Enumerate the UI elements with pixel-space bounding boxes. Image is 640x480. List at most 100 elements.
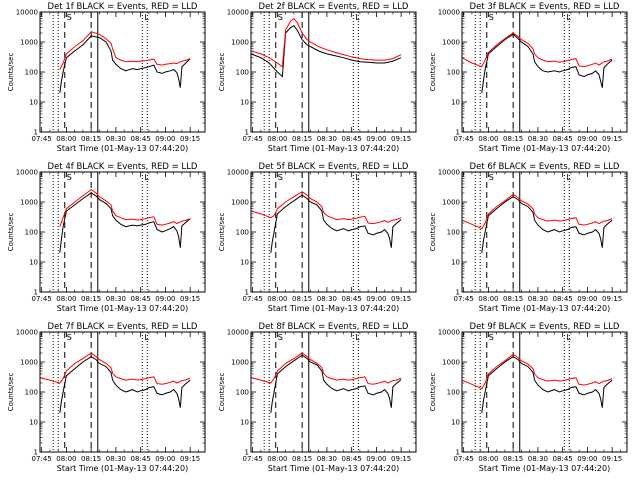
y-tick-label: 10	[29, 259, 38, 267]
panel-title: Det 6f BLACK = Events, RED = LLD	[470, 162, 620, 172]
y-tick-label: 10000	[16, 169, 38, 177]
x-tick-label: 09:00	[577, 135, 597, 143]
x-tick-label: 08:00	[56, 295, 76, 303]
y-tick-label: 1000	[20, 39, 38, 47]
series-line-events	[481, 33, 613, 94]
marker-label-s: S	[278, 173, 283, 182]
x-tick-label: 08:45	[342, 295, 362, 303]
y-tick-label: 10	[240, 259, 249, 267]
y-tick-label: 1000	[20, 359, 38, 367]
x-tick-label: 09:15	[391, 295, 411, 303]
y-tick-label: 1000	[442, 359, 460, 367]
x-tick-label: 08:00	[478, 295, 498, 303]
x-tick-label: 08:15	[292, 455, 312, 463]
y-tick-label: 100	[236, 69, 249, 77]
x-axis-label: Start Time (01-May-13 07:44:20)	[268, 144, 399, 153]
y-tick-label: 100	[447, 69, 460, 77]
y-tick-label: 10	[240, 419, 249, 427]
x-tick-label: 09:15	[180, 135, 200, 143]
marker-label-s: S	[67, 173, 72, 182]
panel-title: Det 4f BLACK = Events, RED = LLD	[48, 162, 198, 172]
y-tick-label: 100	[25, 229, 38, 237]
x-tick-label: 08:00	[267, 135, 287, 143]
panel-title: Det 7f BLACK = Events, RED = LLD	[48, 322, 198, 332]
x-tick-label: 08:45	[131, 135, 151, 143]
y-axis-label: Counts/sec	[218, 373, 226, 412]
series-line-lld	[251, 191, 402, 225]
x-axis-label: Start Time (01-May-13 07:44:20)	[479, 144, 610, 153]
y-tick-label: 1	[245, 449, 249, 457]
x-tick-label: 08:15	[503, 455, 523, 463]
marker-label-s: S	[489, 173, 494, 182]
panel-title: Det 1f BLACK = Events, RED = LLD	[48, 2, 198, 12]
x-tick-label: 08:30	[528, 455, 548, 463]
x-axis-label: Start Time (01-May-13 07:44:20)	[57, 304, 188, 313]
series-line-events	[59, 356, 191, 414]
panel-det-9: Det 9f BLACK = Events, RED = LLD Counts/s…	[429, 322, 628, 473]
x-axis-label: Start Time (01-May-13 07:44:20)	[479, 304, 610, 313]
x-axis-label: Start Time (01-May-13 07:44:20)	[479, 464, 610, 473]
x-tick-label: 08:30	[317, 295, 337, 303]
marker-label-l: L	[144, 173, 149, 182]
y-tick-label: 10000	[227, 9, 249, 17]
x-tick-label: 08:45	[131, 455, 151, 463]
series-line-lld	[462, 353, 613, 390]
x-tick-label: 07:45	[32, 295, 52, 303]
plot-frame	[39, 331, 206, 453]
marker-label-l: L	[355, 13, 360, 22]
x-tick-label: 08:00	[267, 295, 287, 303]
panel-title: Det 5f BLACK = Events, RED = LLD	[259, 162, 409, 172]
x-tick-label: 08:45	[342, 455, 362, 463]
y-tick-label: 10	[451, 419, 460, 427]
y-tick-label: 100	[25, 389, 38, 397]
series-line-events	[270, 354, 402, 414]
y-tick-label: 1	[34, 449, 38, 457]
panel-det-7: Det 7f BLACK = Events, RED = LLD Counts/s…	[7, 322, 206, 473]
series-line-events	[481, 356, 613, 414]
x-tick-label: 09:00	[155, 135, 175, 143]
series-line-events	[270, 194, 402, 254]
x-tick-label: 08:00	[56, 455, 76, 463]
panel-det-3: Det 3f BLACK = Events, RED = LLD Counts/s…	[429, 2, 628, 153]
y-tick-label: 1000	[231, 199, 249, 207]
x-axis-label: Start Time (01-May-13 07:44:20)	[268, 304, 399, 313]
x-tick-label: 08:15	[81, 455, 101, 463]
y-tick-label: 10000	[16, 329, 38, 337]
x-tick-label: 09:15	[180, 455, 200, 463]
panel-title: Det 8f BLACK = Events, RED = LLD	[259, 322, 409, 332]
y-axis-label: Counts/sec	[429, 53, 437, 92]
x-tick-label: 09:00	[366, 295, 386, 303]
y-tick-label: 1	[456, 289, 460, 297]
x-tick-label: 08:45	[553, 135, 573, 143]
x-tick-label: 08:00	[478, 455, 498, 463]
x-tick-label: 08:45	[553, 295, 573, 303]
marker-label-l: L	[144, 13, 149, 22]
x-tick-label: 07:45	[454, 455, 474, 463]
plot-frame	[461, 171, 628, 293]
series-line-lld	[59, 188, 191, 227]
x-tick-label: 08:15	[292, 135, 312, 143]
y-tick-label: 10	[451, 259, 460, 267]
panel-det-1: Det 1f BLACK = Events, RED = LLD Counts/s…	[7, 2, 206, 153]
x-tick-label: 08:00	[267, 455, 287, 463]
x-tick-label: 09:15	[602, 295, 622, 303]
y-axis-label: Counts/sec	[7, 373, 15, 412]
x-tick-label: 07:45	[243, 455, 263, 463]
y-tick-label: 10	[29, 419, 38, 427]
series-line-lld	[251, 352, 402, 385]
x-tick-label: 08:30	[317, 135, 337, 143]
panel-det-2: Det 2f BLACK = Events, RED = LLD Counts/s…	[218, 2, 417, 153]
x-tick-label: 08:15	[503, 295, 523, 303]
x-tick-label: 08:30	[106, 135, 126, 143]
y-axis-label: Counts/sec	[7, 213, 15, 252]
series-line-lld	[59, 31, 191, 70]
y-tick-label: 1	[456, 129, 460, 137]
series-line-events	[251, 25, 402, 78]
series-line-lld	[251, 18, 402, 68]
y-tick-label: 10	[29, 99, 38, 107]
panel-title: Det 3f BLACK = Events, RED = LLD	[470, 2, 620, 12]
y-tick-label: 1	[245, 129, 249, 137]
y-axis-label: Counts/sec	[218, 53, 226, 92]
marker-label-s: S	[67, 13, 72, 22]
y-tick-label: 10000	[438, 169, 460, 177]
